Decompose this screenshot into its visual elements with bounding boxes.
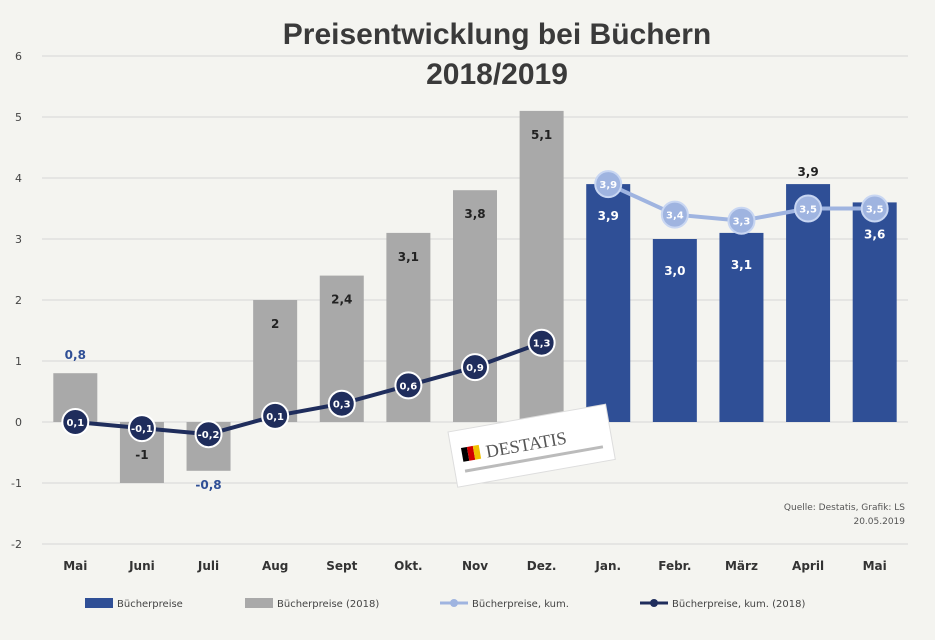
bar-labels: 3,9 3,0 3,1 3,9 3,6 0,8 -1 -0,8 2 2,4 3,1 3,8 5,1 <box>65 128 886 492</box>
bar-data-label: 3,8 <box>464 207 485 221</box>
source-line2: 20.05.2019 <box>853 517 905 527</box>
y-tick-label: 2 <box>15 294 22 307</box>
line-point <box>794 194 823 223</box>
x-tick-label: Febr. <box>658 559 691 573</box>
bar <box>519 110 564 423</box>
y-tick-label: 1 <box>15 355 22 368</box>
bar-data-label: 3,9 <box>797 165 818 179</box>
x-tick-label: Juli <box>197 559 219 573</box>
bar <box>719 232 764 422</box>
legend-label: Bücherpreise, kum. <box>472 599 569 610</box>
legend-marker <box>450 599 458 607</box>
x-tick-label: Nov <box>462 559 488 573</box>
line-point <box>727 206 756 235</box>
line-point <box>527 328 556 357</box>
legend-swatch <box>245 598 273 608</box>
point-label: 0,1 <box>266 412 284 423</box>
y-tick-label: -2 <box>11 538 22 551</box>
line-point <box>660 200 689 229</box>
bar-data-label: 3,1 <box>731 258 752 272</box>
bar-data-label: -1 <box>135 448 148 462</box>
x-tick-label: Mai <box>63 559 87 573</box>
bar-data-label: -0,8 <box>195 478 221 492</box>
bar <box>652 239 697 422</box>
bar-data-label: 0,8 <box>65 348 86 362</box>
y-tick-label: 3 <box>15 233 22 246</box>
point-label: -0,2 <box>198 430 220 441</box>
line-point <box>127 414 156 443</box>
point-label: 0,1 <box>66 418 84 429</box>
bar-data-label: 3,1 <box>398 250 419 264</box>
lines: 3,9 3,4 3,3 3,5 3,5 0,1 -0,1 -0,2 0,1 0,3 0,6 0,9 1,… <box>61 170 889 449</box>
x-tick-label: April <box>792 559 824 573</box>
point-label: 0,9 <box>466 363 484 374</box>
x-tick-label: Okt. <box>394 559 422 573</box>
x-tick-label: Aug <box>262 559 288 573</box>
y-tick-label: 0 <box>15 416 22 429</box>
bar-data-label: 3,9 <box>598 209 619 223</box>
y-tick-label: 4 <box>15 172 22 185</box>
bar-data-label: 5,1 <box>531 128 552 142</box>
y-tick-label: 5 <box>15 111 22 124</box>
legend-swatch <box>85 598 113 608</box>
point-label: 3,3 <box>733 217 751 228</box>
bar-data-label: 3,0 <box>664 264 685 278</box>
line-point <box>461 353 489 382</box>
line-point <box>394 371 423 400</box>
y-axis: 6 5 4 3 2 1 0 -1 -2 <box>11 50 22 551</box>
point-label: 3,9 <box>599 180 617 191</box>
point-label: 1,3 <box>533 339 551 350</box>
bar <box>786 184 831 422</box>
bar <box>852 202 897 422</box>
x-tick-label: März <box>725 559 758 573</box>
legend-label: Bücherpreise <box>117 599 183 610</box>
bar <box>586 184 631 422</box>
line-point <box>327 389 356 418</box>
legend-label: Bücherpreise, kum. (2018) <box>672 599 805 610</box>
watermark: DESTATIS <box>447 403 616 488</box>
bar-data-label: 2,4 <box>331 293 352 307</box>
x-tick-label: Sept <box>326 559 357 573</box>
x-tick-label: Dez. <box>527 559 557 573</box>
bar-data-label: 2 <box>271 317 279 331</box>
y-tick-label: 6 <box>15 50 22 63</box>
x-tick-label: Mai <box>863 559 887 573</box>
line-point <box>860 194 889 223</box>
bar-data-label: 3,6 <box>864 227 885 241</box>
source-line1: Quelle: Destatis, Grafik: LS <box>784 503 905 513</box>
legend-label: Bücherpreise (2018) <box>277 599 379 610</box>
bar <box>253 300 298 422</box>
point-label: -0,1 <box>131 424 153 435</box>
x-tick-label: Juni <box>128 559 155 573</box>
x-axis: Mai Juni Juli Aug Sept Okt. Nov Dez. Jan. Febr. Mä… <box>63 559 887 573</box>
point-label: 3,4 <box>666 211 684 222</box>
point-label: 0,6 <box>400 381 418 392</box>
x-tick-label: Jan. <box>594 559 621 573</box>
chart-title-line2: 2018/2019 <box>426 58 568 91</box>
point-label: 0,3 <box>333 400 351 411</box>
bar <box>453 190 497 422</box>
line-point <box>594 170 623 199</box>
line-point <box>261 401 290 430</box>
line-point <box>194 420 223 449</box>
chart-title-line1: Preisentwicklung bei Büchern <box>283 18 711 51</box>
legend-marker <box>650 599 658 607</box>
y-tick-label: -1 <box>11 477 22 490</box>
legend: Bücherpreise Bücherpreise (2018) Bücherpre… <box>85 598 805 610</box>
line-point <box>61 408 90 436</box>
point-label: 3,5 <box>866 205 884 216</box>
point-label: 3,5 <box>799 205 817 216</box>
